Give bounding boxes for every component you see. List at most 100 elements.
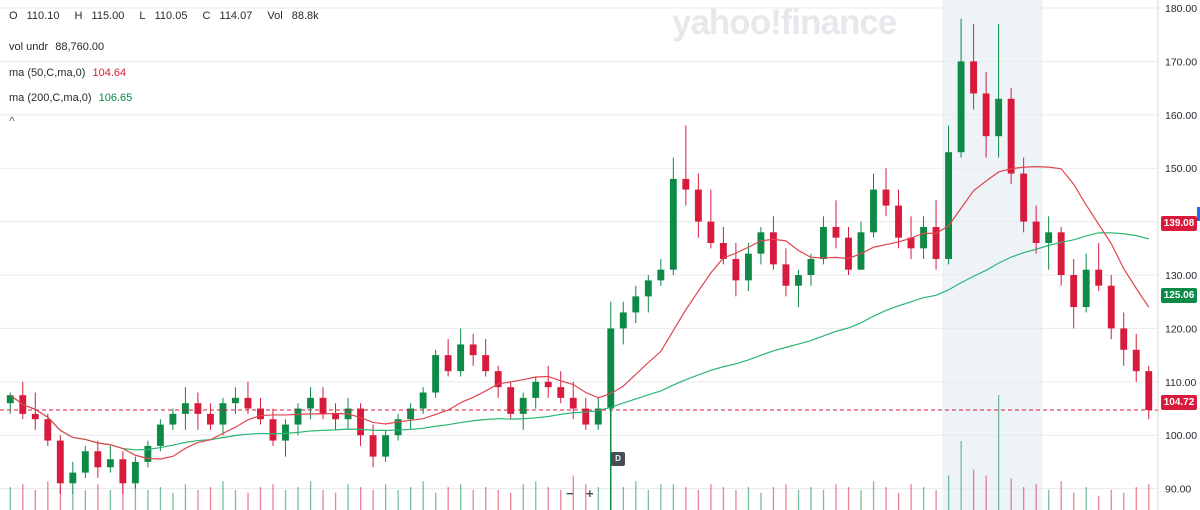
candle-body (69, 472, 77, 484)
volume-bar (410, 487, 412, 510)
volume-bar (435, 492, 437, 510)
volume-bar (172, 492, 174, 510)
volume-bar (59, 487, 61, 510)
candle-body (632, 296, 640, 313)
candle-body (920, 226, 927, 249)
volume-bar (47, 481, 49, 510)
vol-undr-legend[interactable]: vol undr 88,760.00 (9, 41, 104, 53)
volume-bar (1073, 492, 1075, 510)
candle (1120, 312, 1128, 366)
candle (432, 349, 440, 398)
candle-body (94, 451, 102, 468)
candle (707, 189, 715, 249)
candle-body (219, 403, 227, 425)
candle (519, 392, 527, 430)
candle-body (845, 237, 852, 270)
candle (206, 403, 214, 430)
candle (44, 413, 52, 446)
ma200-price-tag: 125.06 (1161, 288, 1197, 303)
volume-bar (134, 484, 137, 510)
last-price-tag: 104.72 (1161, 395, 1197, 410)
candle-body (644, 280, 652, 297)
vol-undr-value: 88,760.00 (55, 41, 105, 53)
ma50-legend[interactable]: ma (50,C,ma,0) 104.64 (9, 67, 126, 79)
candle (807, 253, 815, 286)
volume-bar (247, 492, 249, 510)
ma200-legend[interactable]: ma (200,C,ma,0) 106.65 (9, 92, 132, 104)
candle-body (682, 178, 690, 190)
candle (1032, 205, 1040, 254)
candle-body (594, 408, 602, 425)
candle (644, 275, 652, 313)
volume-bar (697, 489, 700, 510)
volume-bar (372, 489, 374, 510)
candle-body (794, 275, 802, 286)
candle-body (557, 387, 565, 398)
candle-body (782, 264, 790, 286)
candle-body (319, 397, 327, 414)
candle-body (820, 226, 827, 260)
volume-bar (860, 489, 862, 510)
y-tick-label: 150.00 (1165, 163, 1197, 175)
candle-body (357, 408, 365, 436)
candle (507, 381, 515, 420)
candle-body (1057, 232, 1065, 276)
volume-bar (847, 487, 850, 510)
volume-bar (447, 487, 449, 510)
candle (457, 328, 465, 377)
volume-bar (585, 484, 587, 510)
candle (269, 408, 277, 446)
candle-body (707, 221, 715, 243)
y-tick-label: 90.00 (1165, 484, 1191, 496)
volume-bar (1110, 489, 1112, 510)
volume-bar (472, 489, 474, 510)
volume-bar (1048, 489, 1050, 510)
candle-body (519, 397, 527, 414)
candle (119, 451, 127, 494)
candle (594, 397, 602, 430)
volume-bar (947, 475, 950, 510)
volume-bar (184, 484, 187, 510)
zoom-out-button[interactable]: − (566, 486, 574, 501)
volume-bar (547, 487, 549, 510)
candle-body (569, 397, 577, 409)
volume-bar (935, 489, 937, 510)
candle-body (369, 435, 377, 457)
candle-body (607, 328, 615, 409)
candle-body (870, 189, 877, 233)
volume-readout: Vol 88.8k (267, 10, 319, 22)
candle (694, 173, 702, 238)
candle (282, 419, 289, 457)
volume-bar (747, 487, 750, 510)
candle (794, 269, 802, 308)
volume-bar (485, 487, 487, 510)
candle (257, 397, 264, 425)
volume-bar (9, 487, 11, 510)
candle (882, 168, 890, 217)
candle (81, 445, 89, 478)
volume-bar (1010, 478, 1012, 510)
candle-body (657, 269, 665, 281)
candle-body (332, 413, 339, 420)
candle (769, 216, 777, 270)
volume-bar (835, 484, 837, 510)
collapse-legend-icon[interactable]: ^ (9, 114, 15, 128)
candle (482, 339, 490, 377)
candle (682, 125, 690, 206)
candle-body (482, 355, 490, 372)
candle-body (1145, 371, 1153, 411)
candle (382, 429, 390, 462)
zoom-in-button[interactable]: + (586, 486, 594, 501)
candle-body (807, 259, 815, 276)
dividend-marker[interactable]: D (611, 452, 625, 466)
candle (69, 461, 77, 494)
ma50-line (9, 166, 1150, 460)
ma200-value: 106.65 (98, 92, 133, 104)
volume-bar (797, 489, 800, 510)
candle-body (232, 397, 239, 404)
volume-bar (572, 475, 574, 510)
candle-body (507, 387, 515, 414)
candle (544, 365, 552, 398)
candle-body (769, 232, 777, 265)
